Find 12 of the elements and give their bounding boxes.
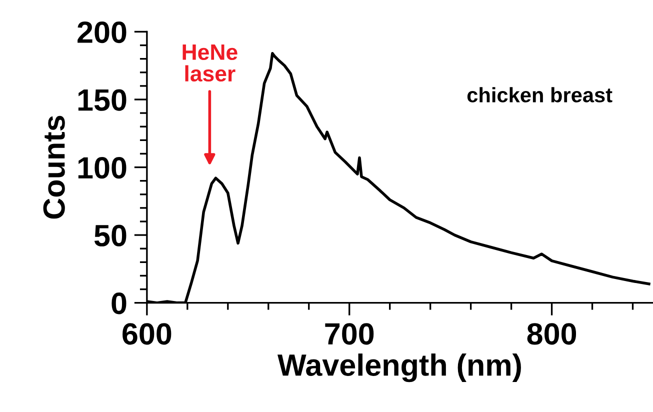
x-axis-title: Wavelength (nm) (278, 354, 521, 382)
y-tick-label: 0 (112, 292, 126, 314)
y-axis-title: Counts (43, 116, 65, 219)
x-tick-label: 600 (122, 323, 172, 345)
text: chicken breast (467, 87, 612, 102)
x-tick-label: 700 (325, 323, 374, 345)
x-tick-label: 800 (527, 323, 576, 345)
y-tick-label: 150 (78, 89, 126, 111)
annotation: HeNe laser (182, 44, 238, 82)
y-tick-label: 200 (78, 21, 126, 44)
y-tick-label: 100 (78, 157, 126, 179)
y-tick-label: 50 (94, 224, 126, 246)
